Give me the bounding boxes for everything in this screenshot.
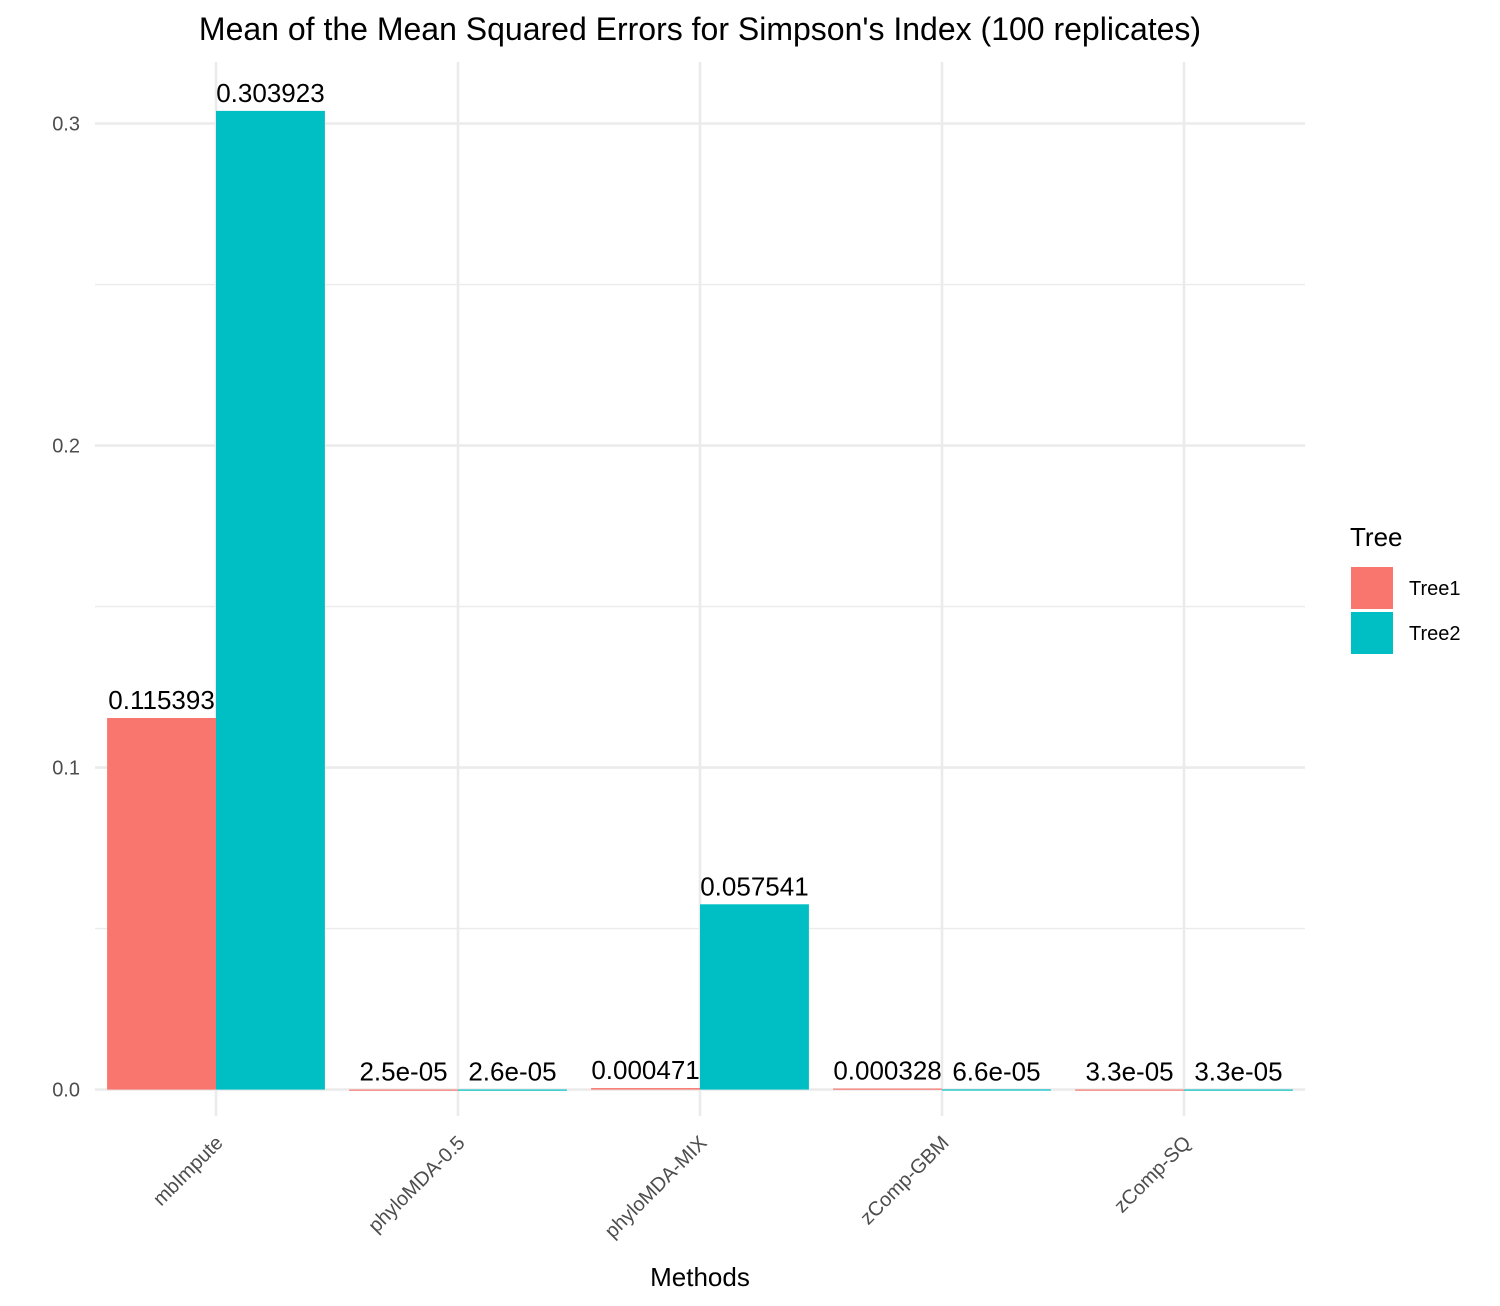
bars xyxy=(107,110,1293,1091)
y-tick-label: 0.1 xyxy=(52,758,80,780)
bar-tree2-phylomda-mix xyxy=(700,904,809,1090)
data-label: 0.303923 xyxy=(216,78,324,108)
x-tick-label: phyloMDA-MIX xyxy=(601,1132,712,1243)
data-label: 3.3e-05 xyxy=(1194,1056,1282,1086)
bar-tree1-phylomda-mix xyxy=(591,1088,700,1090)
data-label: 3.3e-05 xyxy=(1085,1056,1173,1086)
y-axis: 0.0 0.1 0.2 0.3 xyxy=(52,114,80,1102)
legend-swatch-tree1 xyxy=(1351,567,1393,609)
bar-tree2-zcomp-sq xyxy=(1184,1089,1293,1091)
data-label: 0.000328 xyxy=(833,1056,941,1086)
x-tick-label: phyloMDA-0.5 xyxy=(364,1132,469,1237)
x-tick-label: mbImpute xyxy=(149,1132,227,1210)
x-axis-title: Methods xyxy=(650,1262,750,1292)
bar-tree1-zcomp-sq xyxy=(1075,1089,1184,1091)
bar-tree1-phylomda-0.5 xyxy=(349,1089,458,1091)
bar-tree2-zcomp-gbm xyxy=(942,1089,1051,1091)
legend-swatch-tree2 xyxy=(1351,612,1393,654)
data-label: 0.115393 xyxy=(108,685,215,715)
data-label: 2.5e-05 xyxy=(359,1057,447,1087)
x-axis: mbImpute phyloMDA-0.5 phyloMDA-MIX zComp-GB… xyxy=(149,1132,1195,1243)
y-tick-label: 0.0 xyxy=(52,1080,80,1102)
chart-title: Mean of the Mean Squared Errors for Simp… xyxy=(199,11,1201,47)
x-tick-label: zComp-GBM xyxy=(856,1132,953,1229)
data-labels: 0.115393 2.5e-05 0.000471 0.000328 3.3e-05 0.… xyxy=(108,78,1282,1087)
legend-label-tree1: Tree1 xyxy=(1409,578,1461,600)
data-label: 0.000471 xyxy=(591,1055,699,1085)
legend-label-tree2: Tree2 xyxy=(1409,623,1461,645)
legend-title: Tree xyxy=(1350,522,1403,552)
bar-tree2-phylomda-0.5 xyxy=(458,1089,567,1091)
y-tick-label: 0.3 xyxy=(52,114,80,136)
bar-tree1-zcomp-gbm xyxy=(833,1088,942,1090)
data-label: 2.6e-05 xyxy=(468,1057,556,1087)
x-tick-label: zComp-SQ xyxy=(1110,1132,1195,1217)
data-label: 0.057541 xyxy=(700,871,808,901)
bar-tree1-mbimpute xyxy=(107,717,216,1090)
bar-tree2-mbimpute xyxy=(216,110,325,1090)
legend: Tree Tree1 Tree2 xyxy=(1350,522,1461,654)
y-tick-label: 0.2 xyxy=(52,436,80,458)
data-label: 6.6e-05 xyxy=(952,1056,1040,1086)
